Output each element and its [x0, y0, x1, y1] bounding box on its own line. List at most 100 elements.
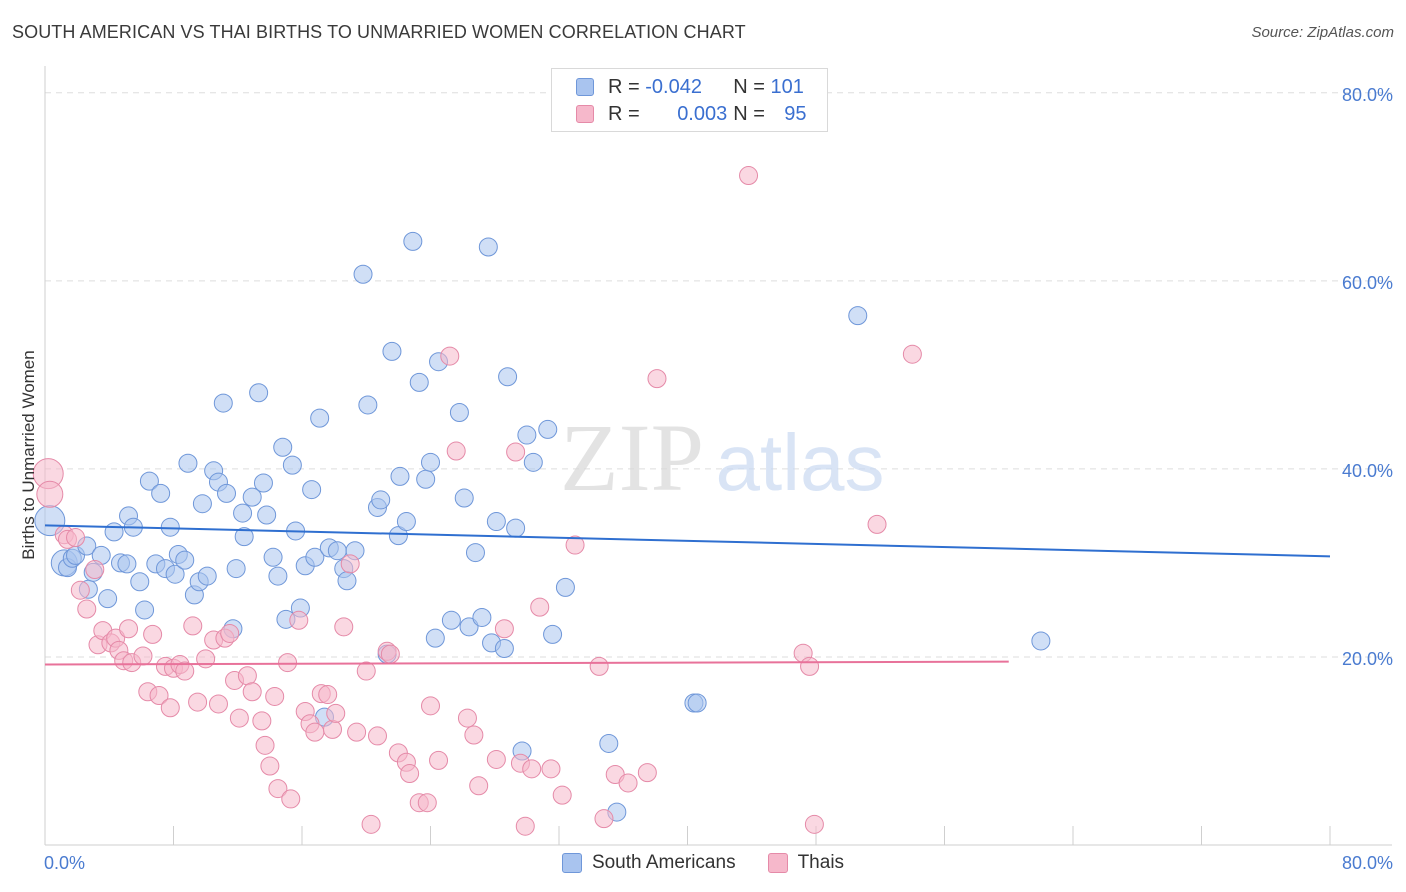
point-thai	[133, 646, 153, 666]
legend-r-value: 0.003	[677, 102, 728, 125]
point-thai	[446, 441, 466, 461]
point-south-american	[310, 408, 330, 428]
point-thai	[515, 816, 535, 836]
x-tick-label: 80.0%	[1342, 853, 1393, 873]
point-south-american	[538, 419, 558, 439]
point-thai	[589, 656, 609, 676]
legend-r-label: R =	[608, 75, 646, 98]
point-thai	[318, 685, 338, 705]
point-thai	[380, 644, 400, 664]
point-south-american	[494, 638, 514, 658]
legend-n-label: N =	[733, 102, 771, 125]
point-south-american	[337, 571, 357, 591]
point-thai	[637, 763, 657, 783]
point-thai	[522, 759, 542, 779]
point-south-american	[517, 425, 537, 445]
point-south-american	[217, 483, 237, 503]
y-tick-label: 20.0%	[1342, 649, 1393, 669]
trend-line-thais	[44, 660, 1009, 666]
point-thai	[565, 535, 585, 555]
point-thai	[242, 682, 262, 702]
point-thai	[530, 597, 550, 617]
point-thai	[421, 696, 440, 716]
point-thai	[429, 750, 449, 770]
point-south-american	[226, 559, 246, 579]
legend-r-label: R =	[608, 102, 646, 125]
point-south-american	[197, 566, 217, 586]
point-south-american	[416, 469, 436, 489]
point-south-american	[396, 512, 416, 532]
point-south-american	[151, 483, 171, 503]
point-south-american	[848, 306, 868, 326]
point-south-american	[425, 628, 445, 648]
point-south-american	[353, 264, 373, 284]
point-thai	[175, 661, 195, 681]
point-south-american	[454, 488, 474, 508]
point-thai	[417, 793, 437, 813]
point-thai	[237, 666, 257, 686]
point-thai	[220, 623, 240, 643]
legend-swatch-blue	[576, 78, 594, 96]
point-south-american	[139, 471, 159, 491]
trend-line-south-americans	[44, 524, 1331, 558]
point-south-american	[449, 402, 469, 422]
legend-label-south-americans: South Americans	[591, 852, 736, 873]
legend-swatch-thais	[767, 853, 788, 873]
point-thai	[804, 814, 824, 834]
point-thai	[160, 698, 180, 718]
point-thai	[867, 514, 887, 534]
point-south-american	[1031, 631, 1051, 651]
point-thai	[334, 617, 354, 637]
legend-swatch-pink	[576, 105, 594, 123]
point-thai	[739, 166, 759, 186]
point-thai	[229, 708, 249, 728]
legend-n-label: N =	[733, 75, 771, 98]
point-south-american	[305, 547, 325, 567]
point-thai	[340, 554, 360, 574]
watermark: ZIP atlas	[560, 404, 884, 511]
point-south-american	[506, 518, 526, 538]
point-thai	[464, 725, 484, 745]
legend-row-thais: R = 0.003 N = 95	[576, 102, 807, 126]
point-thai	[85, 560, 105, 580]
point-south-american	[555, 577, 575, 597]
point-thai	[552, 785, 572, 805]
point-south-american	[165, 564, 185, 584]
point-thai	[469, 776, 489, 796]
point-thai	[457, 708, 477, 728]
point-south-american	[213, 393, 233, 413]
point-thai	[252, 711, 272, 731]
point-south-american	[599, 733, 619, 753]
point-thai	[494, 619, 514, 639]
point-south-american	[543, 624, 563, 644]
y-tick-label: 80.0%	[1342, 85, 1393, 105]
point-south-american	[98, 589, 118, 609]
point-thai	[305, 722, 325, 742]
point-thai	[255, 735, 275, 755]
point-thai	[506, 442, 526, 462]
point-south-american	[498, 367, 518, 387]
point-south-american	[135, 600, 155, 620]
point-thai	[66, 528, 86, 548]
legend-swatch-south-americans	[561, 853, 582, 873]
legend-n-value: 95	[784, 102, 807, 125]
point-south-american	[523, 452, 543, 472]
point-thai	[188, 692, 208, 712]
y-axis-title: Births to Unmarried Women	[19, 350, 38, 559]
point-thai	[486, 749, 506, 769]
point-south-american	[192, 494, 212, 514]
trend-lines	[44, 524, 1331, 666]
point-south-american	[465, 543, 485, 563]
point-south-american	[403, 231, 423, 251]
x-tick-label: 0.0%	[44, 853, 85, 873]
series-legend: South Americans Thais	[0, 852, 1406, 874]
point-thai	[647, 369, 667, 389]
point-thai	[119, 619, 139, 639]
legend-n-value: 101	[770, 75, 804, 98]
legend-r-value: -0.042	[645, 75, 702, 98]
point-thai	[196, 649, 216, 669]
point-south-american	[234, 527, 254, 547]
point-thai	[361, 814, 381, 834]
point-south-american	[130, 572, 150, 592]
